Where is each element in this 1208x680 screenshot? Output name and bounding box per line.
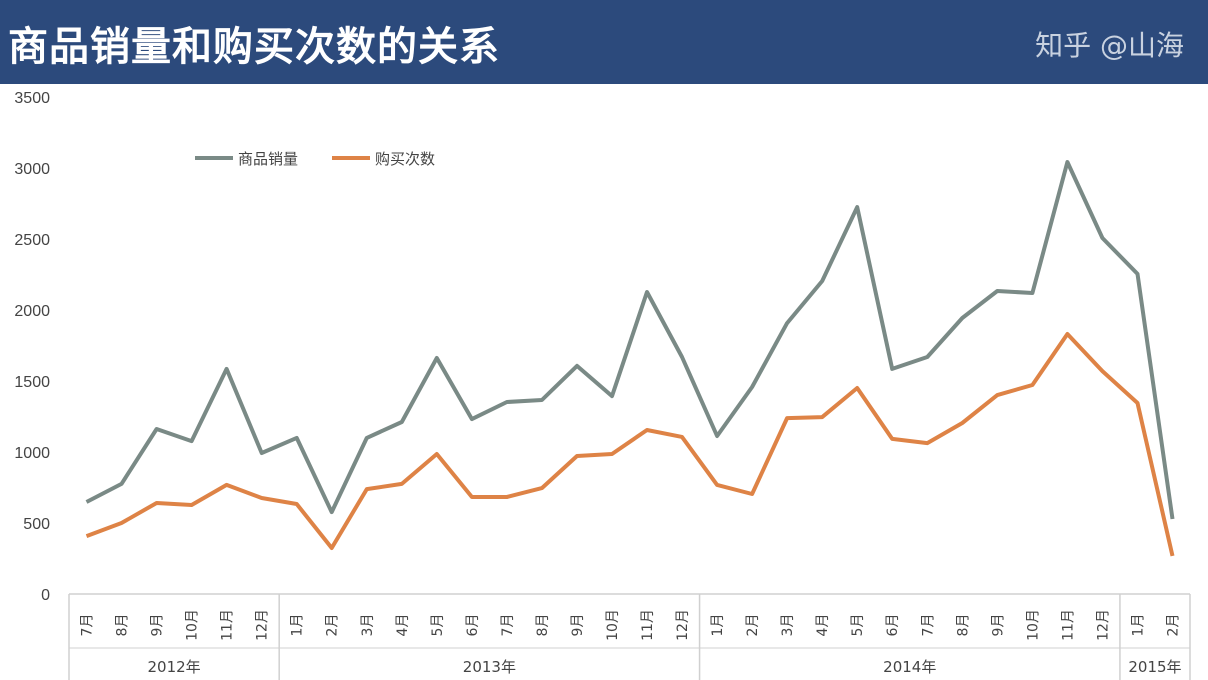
y-tick-label: 3500 <box>14 90 50 107</box>
x-tick-label: 7月 <box>920 614 936 637</box>
x-tick-label: 10月 <box>185 609 201 641</box>
legend-label: 商品销量 <box>238 150 298 168</box>
x-tick-label: 1月 <box>1130 614 1146 637</box>
chart-title: 商品销量和购买次数的关系 <box>8 24 500 70</box>
x-tick-label: 5月 <box>850 614 866 637</box>
x-tick-label: 8月 <box>535 614 551 637</box>
x-tick-label: 12月 <box>675 609 691 641</box>
x-tick-label: 8月 <box>955 614 971 637</box>
y-tick-label: 2500 <box>14 232 50 249</box>
x-tick-label: 5月 <box>430 614 446 637</box>
x-tick-label: 12月 <box>1095 609 1111 641</box>
x-tick-label: 10月 <box>1025 609 1041 641</box>
watermark: 知乎 @山海 <box>1035 29 1184 62</box>
x-tick-label: 1月 <box>290 614 306 637</box>
year-label: 2012年 <box>148 658 201 676</box>
title-bar: 商品销量和购买次数的关系 知乎 @山海 <box>0 0 1208 84</box>
x-tick-label: 9月 <box>150 614 166 637</box>
x-tick-label: 2月 <box>745 614 761 637</box>
x-tick-label: 9月 <box>570 614 586 637</box>
legend-label: 购买次数 <box>375 150 435 168</box>
x-tick-label: 11月 <box>220 609 236 641</box>
x-tick-label: 4月 <box>815 614 831 637</box>
year-label: 2014年 <box>883 658 936 676</box>
y-tick-label: 1000 <box>14 445 50 462</box>
x-tick-label: 9月 <box>990 614 1006 637</box>
x-tick-label: 2月 <box>1165 614 1181 637</box>
x-tick-label: 8月 <box>115 614 131 637</box>
year-label: 2015年 <box>1128 658 1181 676</box>
x-tick-label: 3月 <box>360 614 376 637</box>
x-tick-label: 7月 <box>80 614 96 637</box>
y-tick-label: 2000 <box>14 303 50 320</box>
x-tick-label: 12月 <box>255 609 271 641</box>
x-tick-label: 1月 <box>710 614 726 637</box>
y-tick-label: 1500 <box>14 374 50 391</box>
x-tick-label: 4月 <box>395 614 411 637</box>
series-line-1 <box>85 160 1175 520</box>
x-tick-label: 11月 <box>1060 609 1076 641</box>
x-tick-label: 6月 <box>885 614 901 637</box>
y-tick-label: 3000 <box>14 161 50 178</box>
year-label: 2013年 <box>463 658 516 676</box>
x-tick-label: 11月 <box>640 609 656 641</box>
series-line-2 <box>85 332 1175 557</box>
x-tick-label: 7月 <box>500 614 516 637</box>
y-tick-label: 500 <box>23 516 50 533</box>
x-tick-label: 6月 <box>465 614 481 637</box>
y-tick-label: 0 <box>41 587 50 604</box>
x-tick-label: 3月 <box>780 614 796 637</box>
x-tick-label: 2月 <box>325 614 341 637</box>
x-tick-label: 10月 <box>605 609 621 641</box>
